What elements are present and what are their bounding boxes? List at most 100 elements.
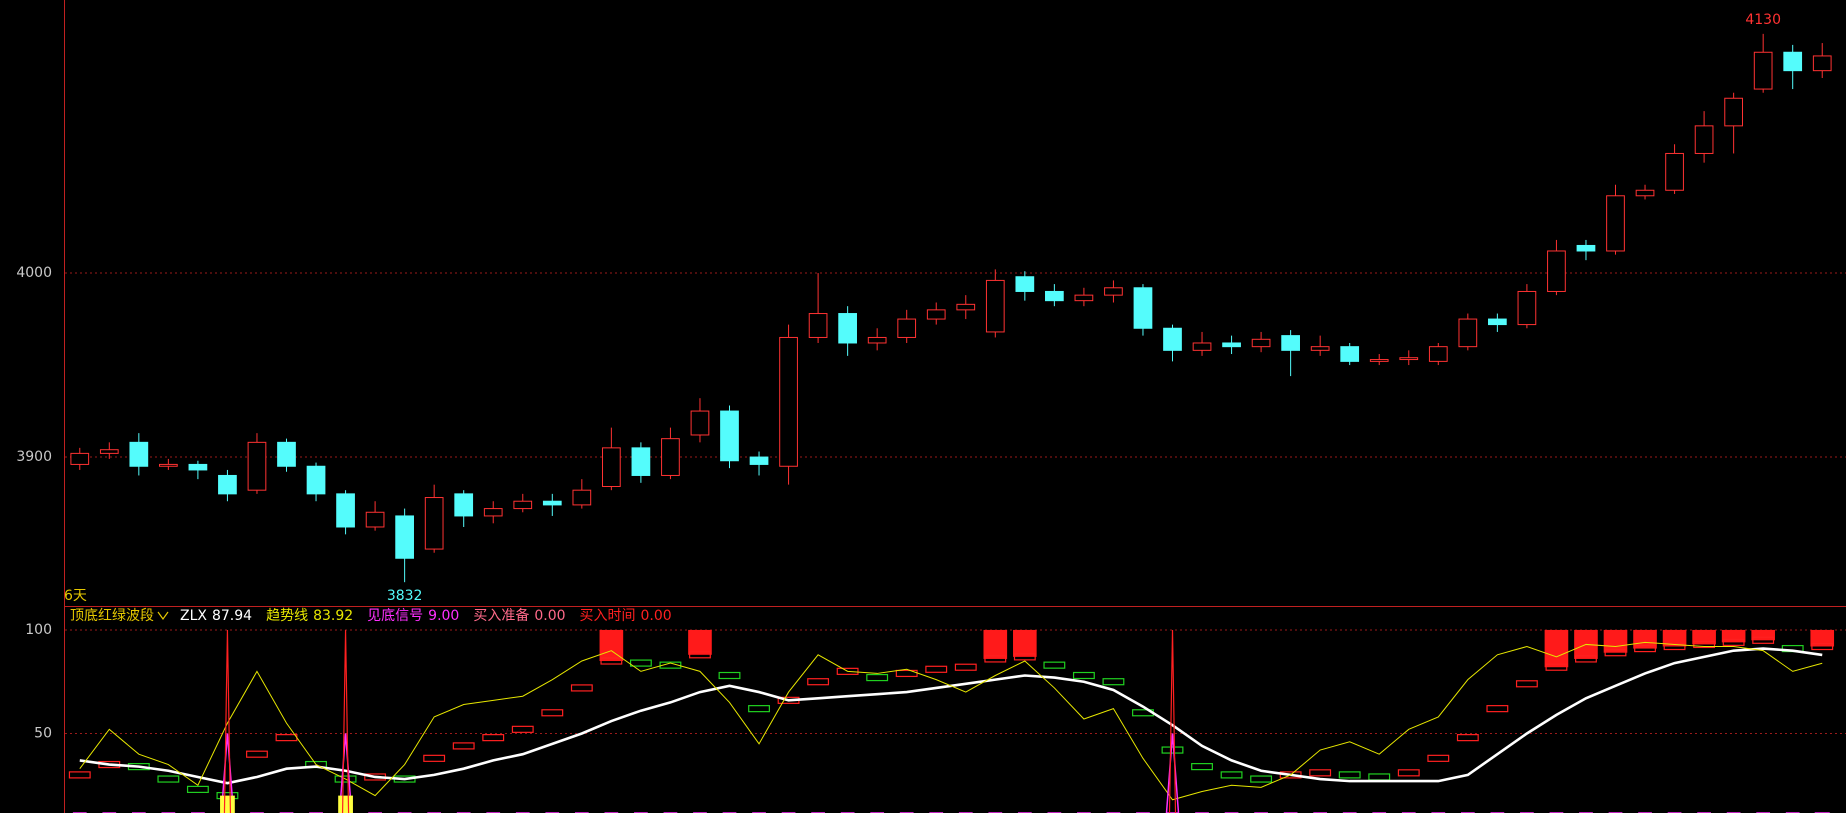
band-step xyxy=(1663,642,1686,651)
candle-body xyxy=(572,489,592,506)
band-step xyxy=(659,661,682,669)
top-block xyxy=(1692,629,1716,645)
band-step xyxy=(1043,661,1066,669)
top-block xyxy=(688,629,712,655)
y-tick-label: 100 xyxy=(25,622,52,638)
candle-body xyxy=(956,303,976,311)
top-block xyxy=(1721,629,1746,643)
candle-body xyxy=(395,515,414,559)
top-block xyxy=(1633,629,1657,649)
candle-body xyxy=(690,410,710,436)
legend-name: 买入时间 xyxy=(580,608,636,624)
band-step xyxy=(689,651,711,659)
candle-body xyxy=(1133,287,1153,329)
band-step xyxy=(1161,746,1184,754)
candle-body xyxy=(838,313,857,344)
candle-body xyxy=(808,313,828,338)
candle-body xyxy=(1458,318,1478,348)
band-step xyxy=(1013,653,1036,661)
band-step xyxy=(1191,763,1213,771)
candle-body xyxy=(985,279,1005,333)
candle-body xyxy=(188,463,208,471)
candle-body xyxy=(631,447,651,476)
candle-body xyxy=(1369,359,1389,362)
candle-body xyxy=(1222,342,1241,348)
candle-body xyxy=(720,410,739,462)
legend-name: 趋势线 xyxy=(266,608,308,624)
candle-body xyxy=(1783,51,1803,72)
band-step xyxy=(423,754,446,762)
candle-body xyxy=(1163,327,1182,351)
candle-body xyxy=(1488,318,1507,326)
legend-value: 0.00 xyxy=(641,608,672,624)
bottom-signal xyxy=(220,733,235,813)
band-step xyxy=(570,684,593,692)
band-step xyxy=(748,705,770,713)
candle-body xyxy=(1281,335,1300,351)
band-step xyxy=(541,709,564,717)
candle-body xyxy=(867,336,887,344)
candle-body xyxy=(1015,276,1035,292)
band-step xyxy=(984,655,1007,663)
candle-body xyxy=(1547,250,1566,292)
trend-line xyxy=(79,641,1823,801)
buy-time-needle xyxy=(341,629,350,813)
band-step xyxy=(954,663,977,671)
buy-time-needle xyxy=(223,629,232,813)
legend-value: 9.00 xyxy=(428,608,459,624)
candle-body xyxy=(129,441,149,467)
band-step xyxy=(1722,638,1745,646)
top-block xyxy=(1810,629,1835,647)
candle-body xyxy=(1428,346,1448,362)
top-block xyxy=(1662,629,1687,647)
candle-body xyxy=(70,452,90,465)
y-tick-label: 3900 xyxy=(16,449,52,465)
candle-body xyxy=(926,309,946,320)
top-block xyxy=(1544,629,1569,668)
band-step xyxy=(600,657,623,665)
band-step xyxy=(1693,640,1716,649)
candle-body xyxy=(1517,290,1537,326)
band-step xyxy=(1545,663,1568,671)
indicator-title: 顶底红绿波段 xyxy=(70,608,154,624)
top-block xyxy=(1013,629,1037,657)
band-step xyxy=(511,725,534,733)
period-label: 6天 xyxy=(64,588,87,604)
candle-body xyxy=(99,449,119,454)
band-step xyxy=(186,785,209,793)
band-step xyxy=(718,671,741,680)
candle-body xyxy=(306,465,326,495)
top-block xyxy=(1603,629,1628,653)
band-step xyxy=(1309,769,1332,777)
candle-body xyxy=(1665,152,1684,191)
band-step xyxy=(1338,771,1361,779)
band-step xyxy=(1456,734,1479,742)
band-step xyxy=(1811,642,1834,651)
candle-body xyxy=(1812,55,1832,72)
buy-time-needle xyxy=(1168,629,1177,813)
candle-body xyxy=(1724,97,1743,127)
candle-body xyxy=(542,500,562,506)
band-step xyxy=(482,734,505,742)
candle-body xyxy=(1045,290,1064,302)
band-step xyxy=(68,771,91,779)
band-step xyxy=(925,665,948,673)
candle-body xyxy=(749,456,769,465)
candle-body xyxy=(1576,244,1596,252)
top-block xyxy=(983,629,1008,659)
band-step xyxy=(1634,644,1656,653)
candle-body xyxy=(779,336,798,467)
band-step xyxy=(1427,754,1450,762)
band-step xyxy=(807,678,830,686)
price-annotation: 3832 xyxy=(387,588,423,604)
band-step xyxy=(1220,771,1243,779)
band-step xyxy=(1604,649,1627,657)
candle-body xyxy=(247,441,267,491)
candle-body xyxy=(1753,51,1773,90)
candle-body xyxy=(159,463,178,467)
dropdown-arrow[interactable] xyxy=(157,611,169,621)
band-step xyxy=(866,673,889,682)
legend-name: ZLX xyxy=(180,608,207,624)
